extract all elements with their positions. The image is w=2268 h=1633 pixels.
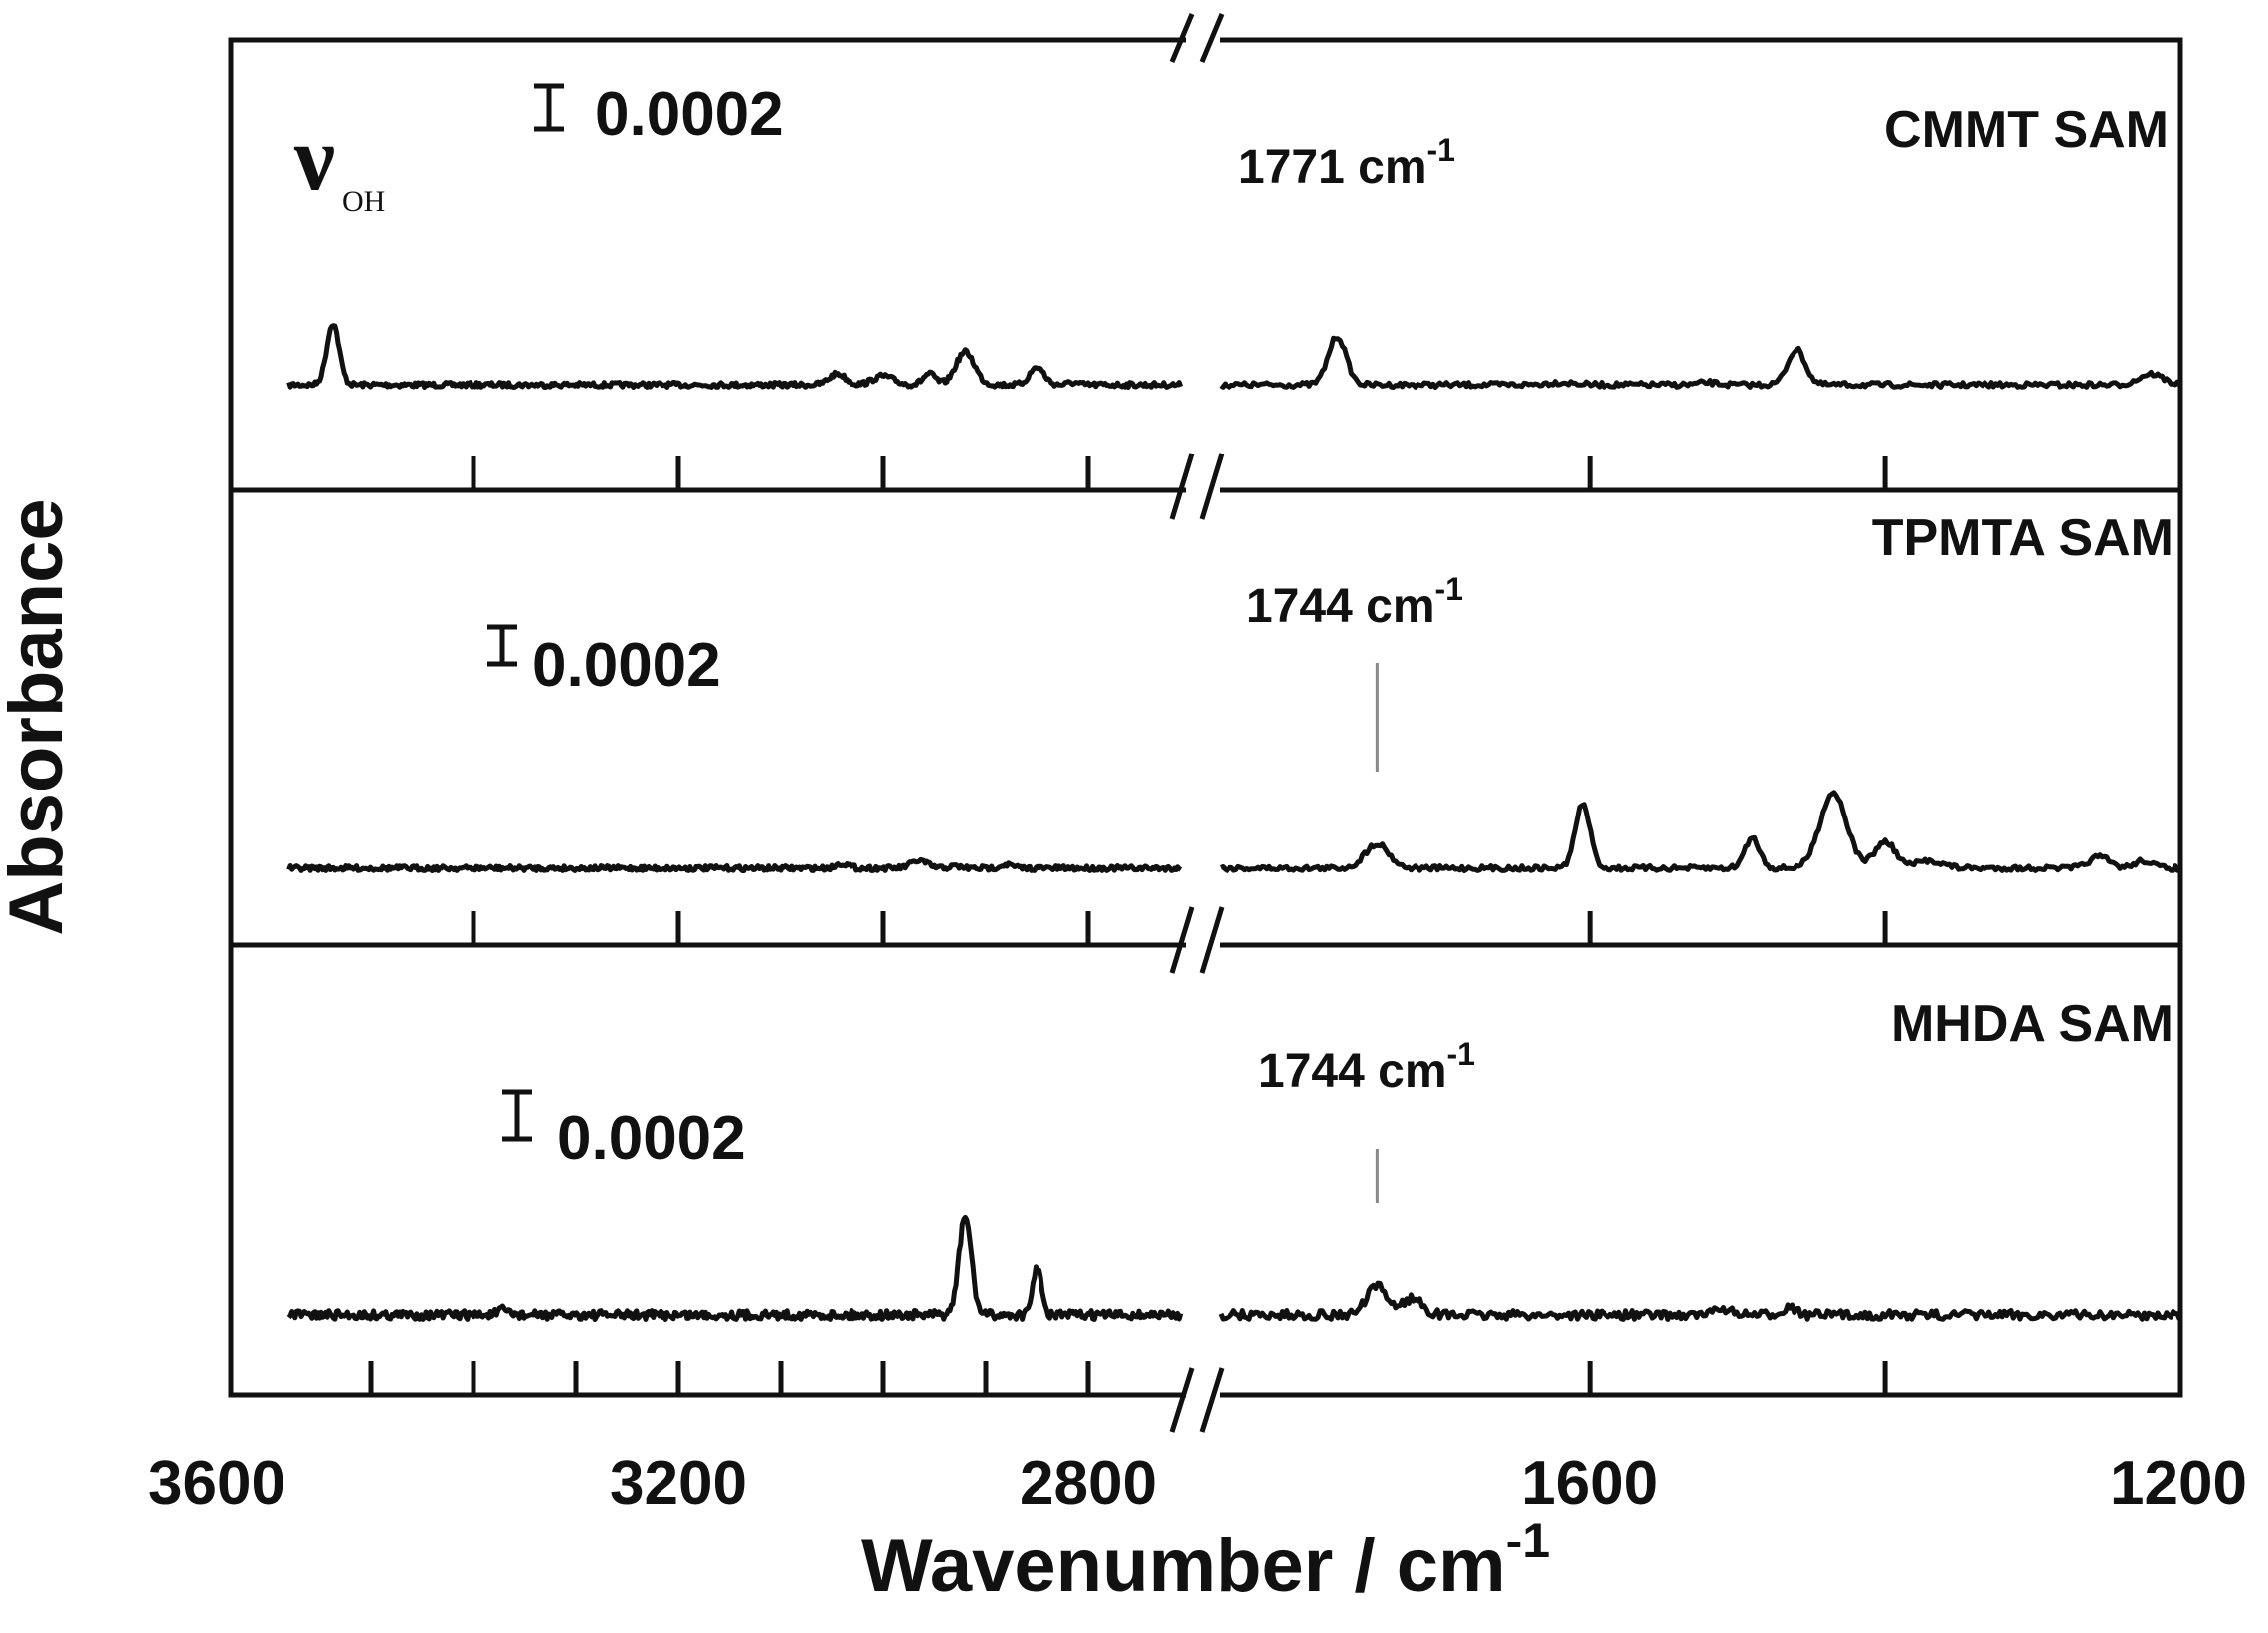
spectrum-line [1218,1280,2182,1322]
scale-bar [534,83,564,132]
x-tick-label: 1200 [2110,1449,2247,1518]
scale-bar-label: 0.0002 [595,81,784,149]
axis-break-marks [1169,13,1225,1433]
panel-name: TPMTA SAM [1872,509,2174,567]
peak-label: 1744 cm-1 [1246,571,1463,633]
y-axis-title: Absorbance [0,498,79,935]
x-tick-labels: 3600 3200 2800 1600 1200 [148,1449,2247,1518]
spectrum-line [286,323,1184,390]
panel-annotations: 0.0002 CMMT SAM 1771 cm-1 ν OH 0.0002 TPMTA SA… [293,81,2174,1203]
x-tick-label: 2800 [1020,1449,1157,1518]
scale-bar [487,624,517,667]
spectrum-line [286,1214,1184,1322]
spectrum-line [1219,335,2182,390]
peak-label: 1744 cm-1 [1258,1036,1475,1098]
scale-bar-label: 0.0002 [532,632,721,700]
nu-oh-symbol: ν [293,107,335,209]
nu-oh-subscript: OH [342,185,385,218]
spectrum-line [1220,790,2182,873]
spectrum-line [286,856,1183,873]
scale-bar [502,1089,532,1142]
panel-name: MHDA SAM [1891,996,2174,1053]
x-axis-title-main: Wavenumber / cm [861,1524,1506,1608]
x-axis-title-superscript: -1 [1506,1513,1550,1568]
plot-frame [228,37,2183,1398]
x-tick-label: 3600 [148,1449,285,1518]
spectra [286,323,2182,1322]
x-tick-label: 3200 [610,1449,747,1518]
scale-bar-label: 0.0002 [557,1104,746,1173]
x-tick-label: 1600 [1521,1449,1658,1518]
peak-label: 1771 cm-1 [1238,132,1455,194]
panel-name: CMMT SAM [1884,101,2169,159]
minor-ticks [368,456,1888,1395]
x-axis-title: Wavenumber / cm-1 [861,1513,1550,1608]
